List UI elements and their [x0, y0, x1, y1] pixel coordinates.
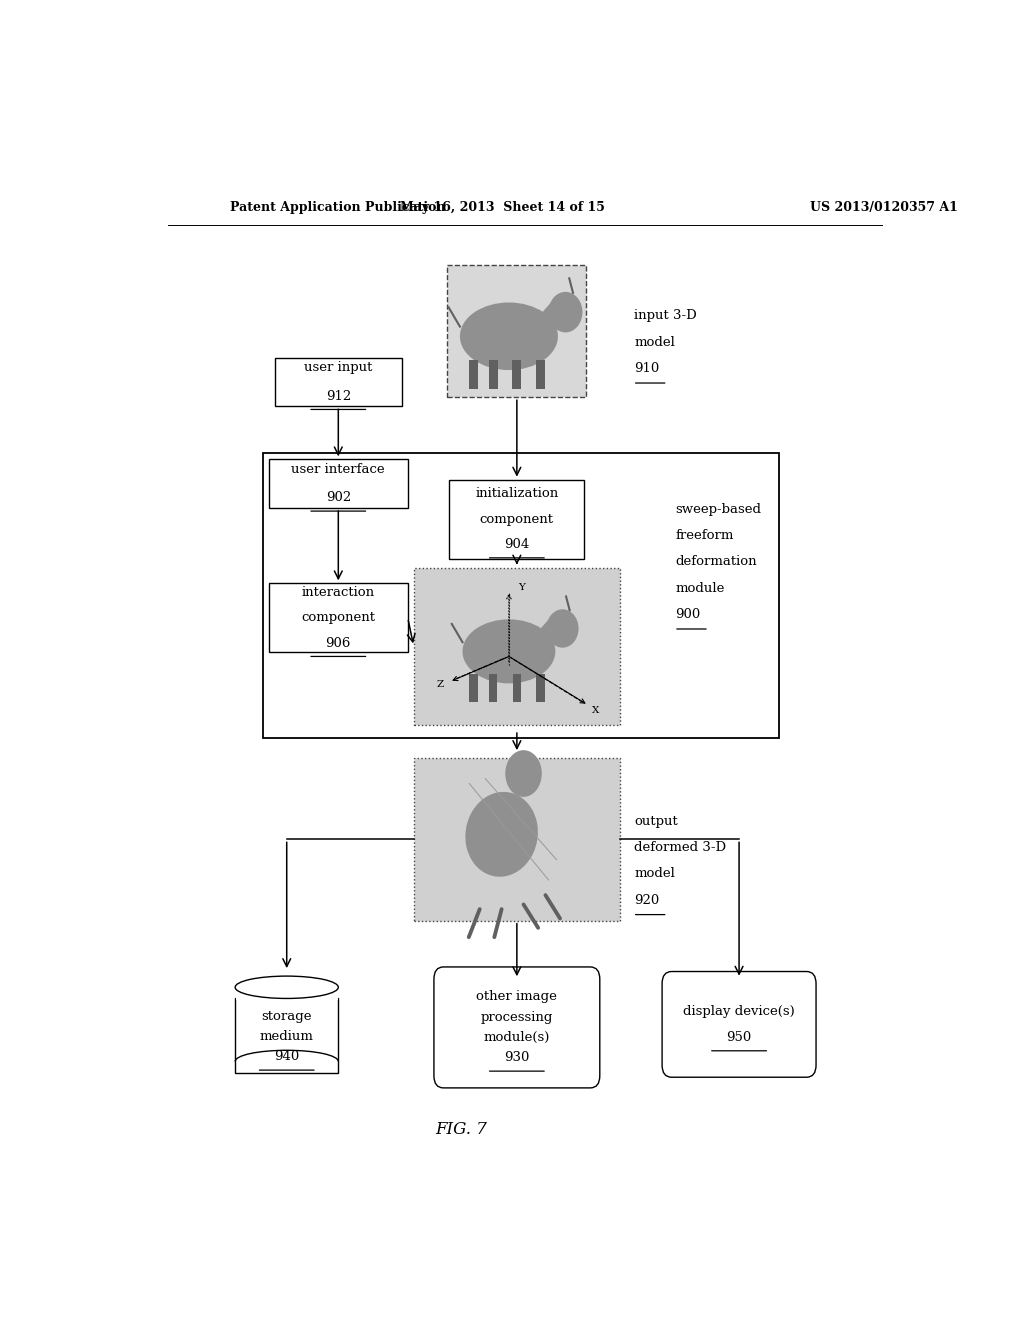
Text: initialization: initialization: [475, 487, 558, 500]
Polygon shape: [539, 302, 554, 326]
Text: user input: user input: [304, 362, 373, 375]
Text: component: component: [480, 512, 554, 525]
Text: storage: storage: [261, 1010, 312, 1023]
Text: US 2013/0120357 A1: US 2013/0120357 A1: [811, 201, 958, 214]
FancyBboxPatch shape: [236, 998, 338, 1073]
FancyBboxPatch shape: [488, 360, 498, 389]
FancyBboxPatch shape: [450, 479, 585, 558]
Text: other image: other image: [476, 990, 557, 1003]
FancyBboxPatch shape: [269, 583, 408, 652]
Text: May 16, 2013  Sheet 14 of 15: May 16, 2013 Sheet 14 of 15: [400, 201, 605, 214]
Ellipse shape: [460, 302, 558, 370]
FancyBboxPatch shape: [513, 675, 521, 702]
Text: Y: Y: [518, 583, 525, 591]
Text: X: X: [592, 706, 600, 715]
Text: Patent Application Publication: Patent Application Publication: [229, 201, 445, 214]
Text: 902: 902: [326, 491, 351, 504]
FancyBboxPatch shape: [414, 758, 620, 921]
Text: medium: medium: [260, 1030, 313, 1043]
FancyBboxPatch shape: [434, 968, 600, 1088]
FancyBboxPatch shape: [274, 358, 401, 407]
Ellipse shape: [549, 292, 583, 333]
FancyBboxPatch shape: [269, 459, 408, 508]
Text: interaction: interaction: [302, 586, 375, 599]
Ellipse shape: [236, 975, 338, 998]
Text: 950: 950: [726, 1031, 752, 1044]
Text: 930: 930: [504, 1052, 529, 1064]
Text: input 3-D: input 3-D: [634, 309, 697, 322]
Text: sweep-based: sweep-based: [676, 503, 762, 516]
Text: module: module: [676, 582, 725, 595]
FancyBboxPatch shape: [663, 972, 816, 1077]
FancyBboxPatch shape: [469, 360, 478, 389]
Ellipse shape: [505, 750, 542, 797]
Text: 904: 904: [504, 539, 529, 552]
Text: 920: 920: [634, 894, 659, 907]
Text: deformation: deformation: [676, 556, 757, 569]
Text: display device(s): display device(s): [683, 1005, 795, 1018]
Ellipse shape: [463, 619, 555, 684]
FancyBboxPatch shape: [469, 675, 477, 702]
Text: user interface: user interface: [292, 463, 385, 477]
Polygon shape: [538, 619, 552, 643]
Ellipse shape: [465, 792, 538, 876]
FancyBboxPatch shape: [512, 360, 521, 389]
FancyBboxPatch shape: [488, 675, 498, 702]
Text: Z: Z: [436, 680, 443, 689]
Text: 912: 912: [326, 389, 351, 403]
FancyBboxPatch shape: [263, 453, 778, 738]
FancyBboxPatch shape: [537, 360, 545, 389]
Text: freeform: freeform: [676, 529, 734, 543]
Text: 910: 910: [634, 362, 659, 375]
Ellipse shape: [547, 610, 579, 648]
Text: deformed 3-D: deformed 3-D: [634, 841, 726, 854]
Text: 900: 900: [676, 609, 700, 622]
Text: model: model: [634, 867, 675, 880]
FancyBboxPatch shape: [537, 675, 545, 702]
FancyBboxPatch shape: [447, 265, 587, 397]
Text: output: output: [634, 814, 678, 828]
Text: 906: 906: [326, 636, 351, 649]
FancyBboxPatch shape: [414, 568, 620, 725]
Text: FIG. 7: FIG. 7: [435, 1121, 487, 1138]
Text: model: model: [634, 335, 675, 348]
Text: processing: processing: [480, 1011, 553, 1024]
Text: module(s): module(s): [483, 1031, 550, 1044]
Text: 940: 940: [274, 1051, 299, 1064]
FancyBboxPatch shape: [236, 978, 338, 1001]
Text: component: component: [301, 611, 376, 624]
